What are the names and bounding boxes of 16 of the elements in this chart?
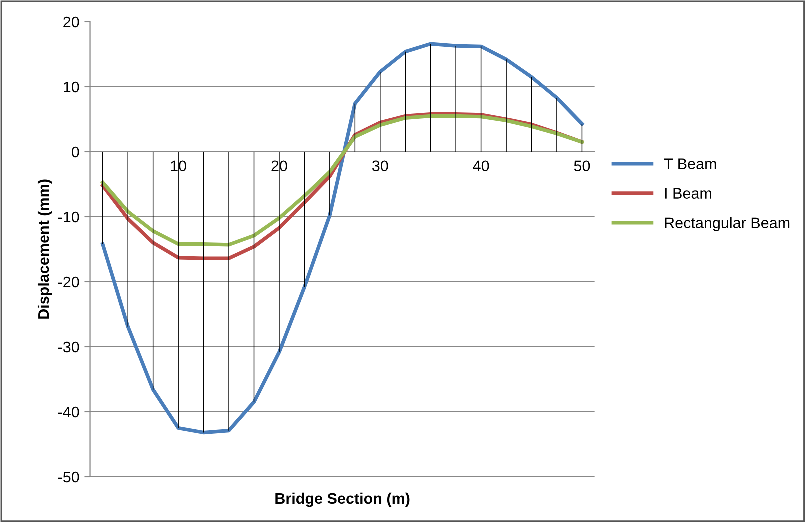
legend-label: Rectangular Beam — [665, 217, 790, 232]
x-tick-label: 40 — [473, 160, 490, 172]
y-tick-label: -30 — [58, 342, 80, 353]
y-axis-title: Displacement (mm) — [38, 180, 52, 319]
x-axis-title: Bridge Section (m) — [276, 492, 410, 508]
x-tick-label: 30 — [372, 160, 388, 172]
legend-label: T Beam — [664, 158, 716, 170]
x-tick-label: 50 — [574, 160, 590, 172]
y-tick-label: 10 — [64, 82, 80, 93]
y-tick-label: 0 — [72, 146, 80, 158]
y-tick-label: -50 — [58, 472, 80, 483]
legend-label: I Beam — [665, 188, 712, 199]
y-tick-label: 20 — [64, 16, 80, 28]
y-tick-label: -20 — [58, 276, 80, 288]
y-tick-label: -10 — [58, 212, 80, 223]
y-tick-label: -40 — [58, 406, 80, 418]
